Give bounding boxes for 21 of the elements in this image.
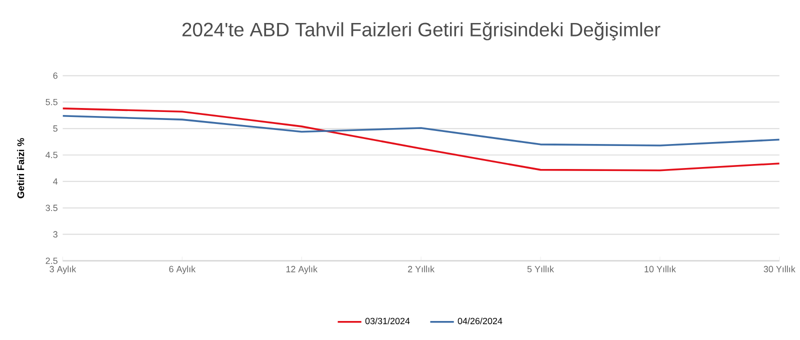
y-tick-label: 2.5 <box>46 257 58 264</box>
line-series <box>62 107 780 172</box>
x-tick-label: 5 Yıllık <box>527 265 554 272</box>
legend-label: 03/31/2024 <box>365 317 410 324</box>
chart-title: 2024'te ABD Tahvil Faizleri Getiri Eğrisindeki Değişimler <box>182 22 660 40</box>
y-tick-label: 6 <box>53 72 58 79</box>
x-tick-label: 10 Yıllık <box>644 265 676 272</box>
y-tick-label: 3 <box>53 230 58 238</box>
y-tick-label: 5 <box>53 125 58 132</box>
y-axis-title: Getiri Faizi % <box>17 138 24 198</box>
y-tick-label: 4.5 <box>46 152 58 158</box>
legend-label: 04/26/2024 <box>458 317 502 324</box>
x-tick-label: 12 Aylık <box>286 265 318 274</box>
x-tick-label: 3 Aylık <box>50 265 76 274</box>
y-tick-label: 4 <box>53 178 58 184</box>
y-tick-label: 3.5 <box>46 204 58 211</box>
y-tick-label: 5.5 <box>46 98 58 106</box>
x-tick-label: 6 Aylık <box>169 265 196 274</box>
line-series <box>62 114 780 146</box>
x-tick-label: 2 Yıllık <box>408 265 435 272</box>
x-tick-label: 30 Yıllık <box>764 265 796 272</box>
